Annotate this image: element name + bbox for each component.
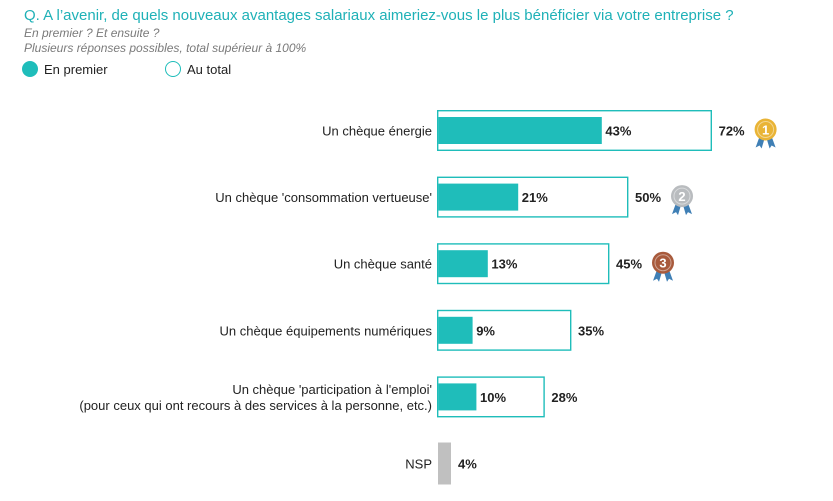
legend-item-first: En premier <box>22 61 108 77</box>
filled-circle-icon <box>22 61 38 77</box>
question-title: Q. A l’avenir, de quels nouveaux avantag… <box>24 7 734 24</box>
category-label: Un chèque santé <box>334 257 432 272</box>
subtitle-note: Plusieurs réponses possibles, total supé… <box>24 41 307 55</box>
category-label: NSP <box>405 457 432 472</box>
legend-label-first: En premier <box>44 61 108 77</box>
category-label: Un chèque 'participation à l'emploi' <box>232 382 432 397</box>
bar-first <box>438 383 477 411</box>
value-label-first: 21% <box>522 190 548 205</box>
medal-icon: 1 <box>754 118 777 149</box>
value-label-first: 10% <box>480 390 506 405</box>
medal-disc <box>754 118 777 141</box>
value-label-total: 45% <box>616 257 642 272</box>
bar-first <box>438 117 602 144</box>
bar-first <box>438 250 488 278</box>
value-label-total: 28% <box>551 390 577 405</box>
bar-nsp <box>438 442 451 485</box>
category-label: Un chèque 'consommation vertueuse' <box>215 190 432 205</box>
value-label-total: 35% <box>578 323 604 338</box>
medal-icon: 2 <box>671 185 693 216</box>
legend-item-total: Au total <box>165 61 231 77</box>
value-label-first: 43% <box>605 124 631 139</box>
outline-circle-icon <box>165 61 181 77</box>
value-label-total: 4% <box>458 457 477 472</box>
category-label: Un chèque équipements numériques <box>220 323 433 338</box>
medal-ring <box>757 121 775 138</box>
medal-icon: 3 <box>652 251 674 282</box>
medal-ring <box>654 254 672 272</box>
bar-first <box>438 183 519 211</box>
medal-ring <box>673 187 691 205</box>
value-label-total: 50% <box>635 190 661 205</box>
value-label-first: 9% <box>476 323 495 338</box>
medal-disc <box>652 251 674 274</box>
value-label-total: 72% <box>719 124 745 139</box>
bar-first <box>438 316 473 344</box>
medal-disc <box>671 185 693 208</box>
category-label: (pour ceux qui ont recours à des service… <box>79 398 432 413</box>
subtitle-order: En premier ? Et ensuite ? <box>24 26 160 40</box>
category-label: Un chèque énergie <box>322 124 432 139</box>
medal-rank: 2 <box>678 189 685 204</box>
value-label-first: 13% <box>491 257 517 272</box>
medal-rank: 3 <box>659 256 666 271</box>
legend-label-total: Au total <box>187 61 232 77</box>
medal-rank: 1 <box>762 123 769 138</box>
